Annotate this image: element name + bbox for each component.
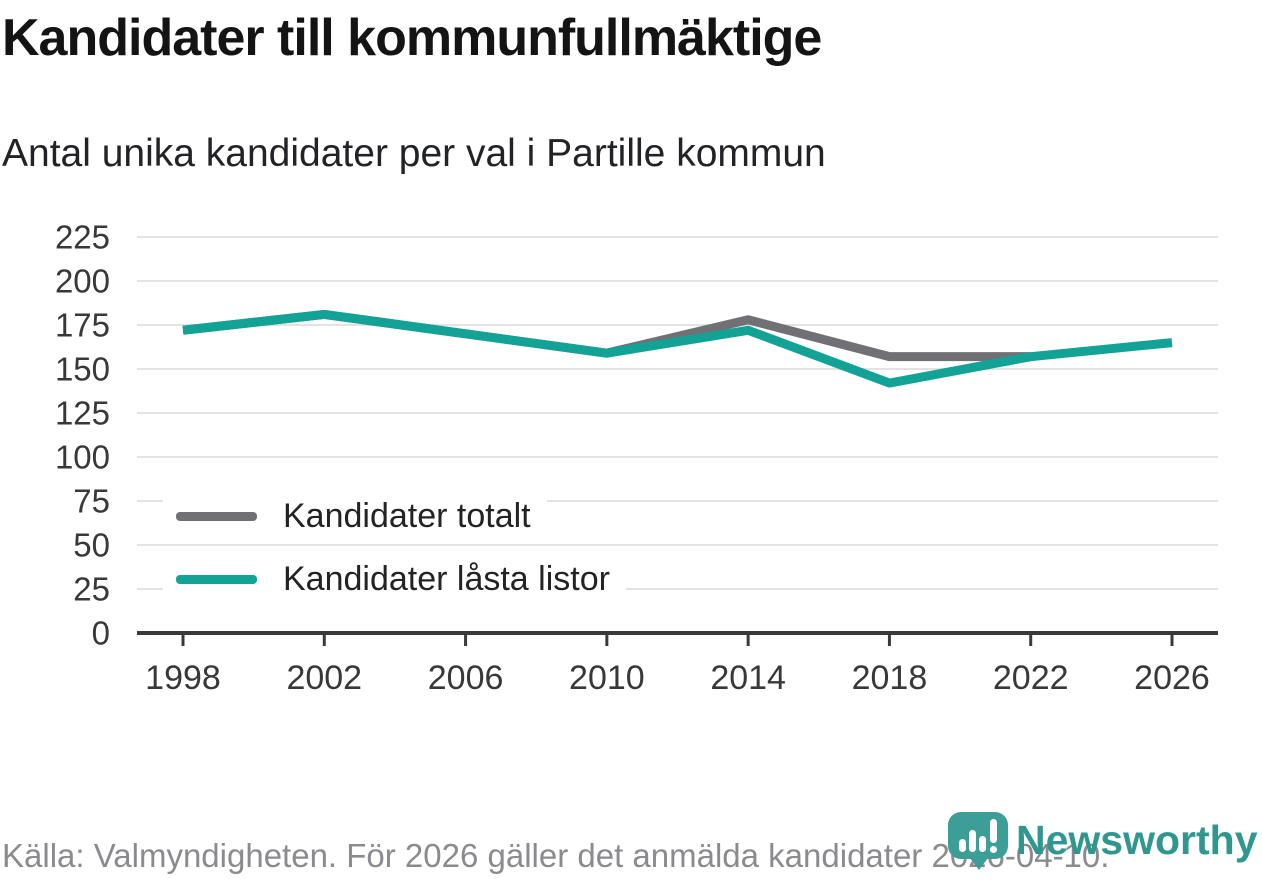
y-tick-label: 25 bbox=[73, 571, 110, 608]
y-tick-label: 200 bbox=[55, 263, 110, 300]
chart-subtitle: Antal unika kandidater per val i Partill… bbox=[2, 132, 826, 175]
x-tick-label: 2022 bbox=[993, 659, 1069, 697]
x-tick-label: 2014 bbox=[710, 659, 786, 697]
page-title: Kandidater till kommunfullmäktige bbox=[2, 9, 822, 67]
newsworthy-wordmark: Newsworthy bbox=[1016, 817, 1258, 863]
legend-label-total: Kandidater totalt bbox=[283, 497, 531, 535]
series-line-locked-lists bbox=[182, 309, 1173, 388]
y-tick-label: 100 bbox=[55, 439, 110, 476]
legend-swatch-locked-icon bbox=[176, 575, 257, 584]
x-tick-label: 2026 bbox=[1134, 659, 1210, 697]
x-tick-label: 2006 bbox=[428, 659, 504, 697]
y-tick-label: 75 bbox=[73, 483, 110, 520]
legend-swatch-total-icon bbox=[176, 512, 257, 521]
source-attribution: Källa: Valmyndigheten. För 2026 gäller d… bbox=[2, 837, 1110, 874]
y-tick-label: 125 bbox=[55, 395, 110, 432]
x-tick-label: 2002 bbox=[286, 659, 362, 697]
legend-item-locked: Kandidater låsta listor bbox=[163, 555, 626, 604]
legend-item-total: Kandidater totalt bbox=[163, 492, 547, 541]
legend-label-locked: Kandidater låsta listor bbox=[283, 560, 610, 598]
chart-legend: Kandidater totalt Kandidater låsta listo… bbox=[163, 492, 626, 618]
y-tick-label: 50 bbox=[73, 527, 110, 564]
x-tick-label: 2010 bbox=[569, 659, 645, 697]
y-tick-label: 0 bbox=[92, 615, 110, 652]
x-tick-label: 2018 bbox=[852, 659, 928, 697]
newsworthy-logo: Newsworthy bbox=[948, 812, 1258, 870]
x-tick-label: 1998 bbox=[145, 659, 221, 697]
y-tick-label: 225 bbox=[55, 219, 110, 256]
newsworthy-pin-icon bbox=[948, 812, 1008, 870]
y-tick-label: 175 bbox=[55, 307, 110, 344]
y-tick-label: 150 bbox=[55, 351, 110, 388]
